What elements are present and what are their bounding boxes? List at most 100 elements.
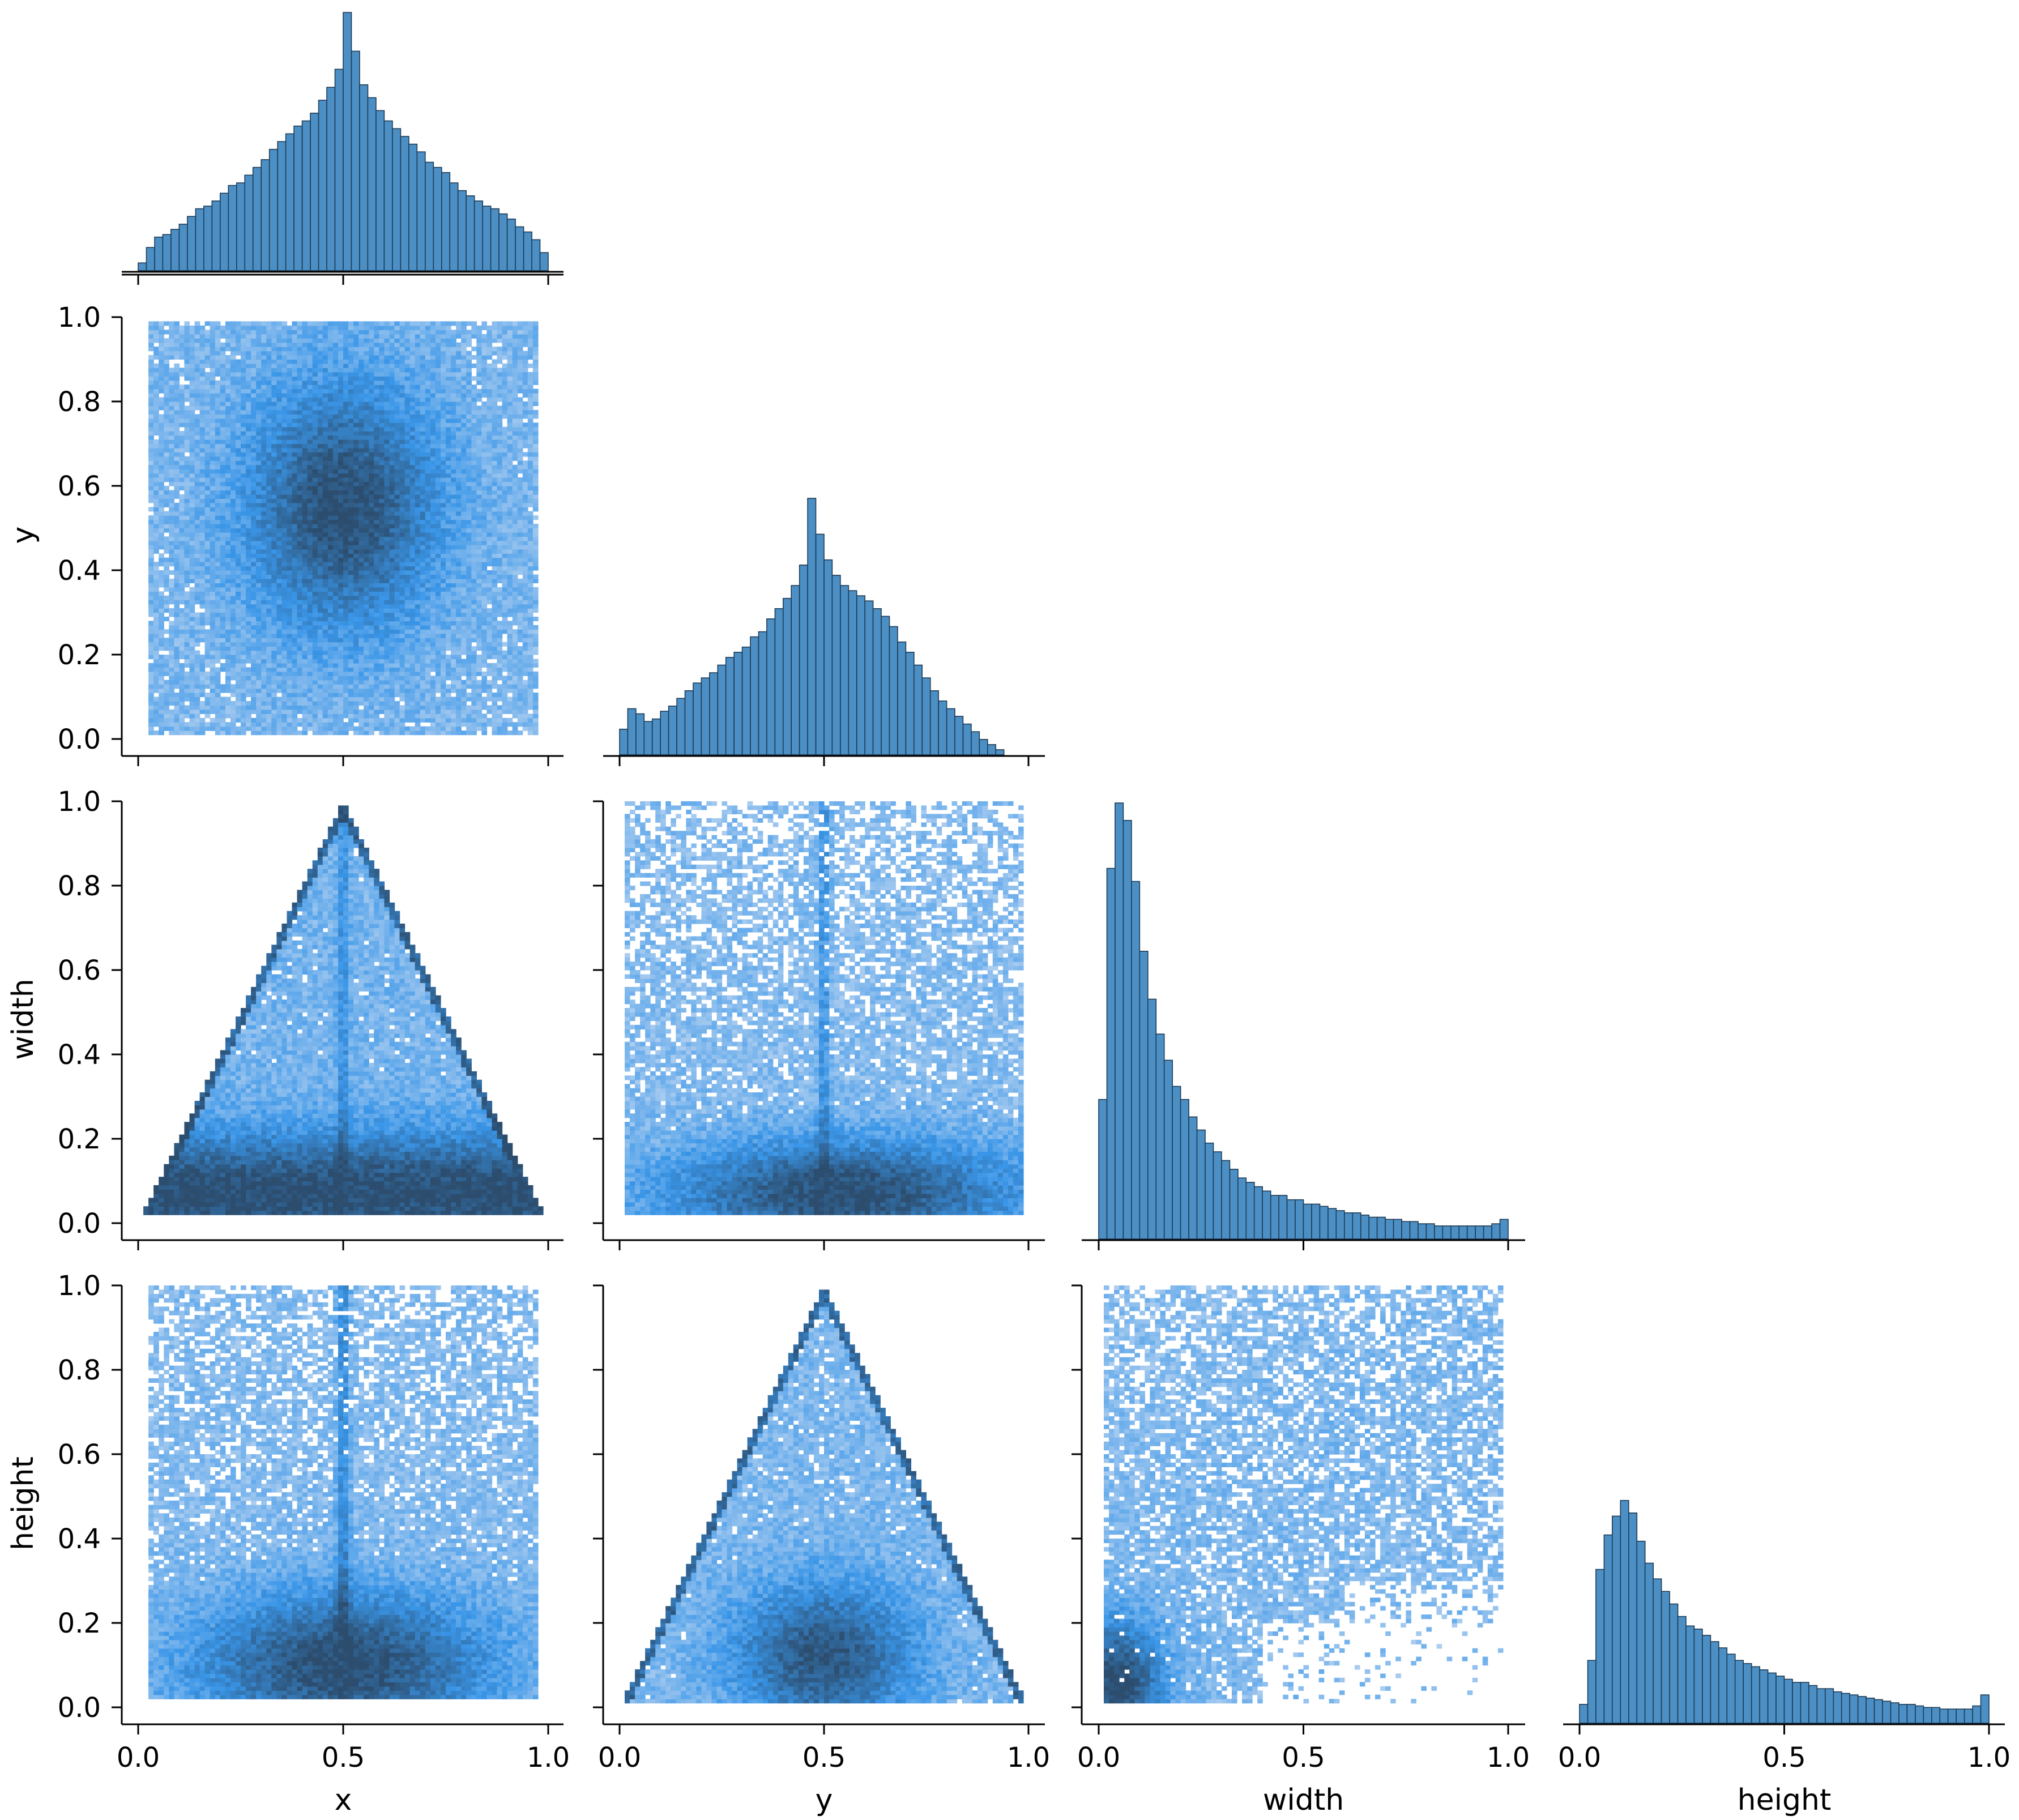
heat-cell [200,494,206,499]
heat-cell [184,659,190,664]
heat-cell [164,456,169,461]
heat-cell [164,672,169,676]
heat-cell [153,528,159,533]
heat-cell [148,676,154,680]
heat-cell [195,398,200,402]
heat-cell [179,486,185,490]
heat-cell [195,701,200,706]
heat-cell [174,401,180,406]
heat-cell [190,326,195,330]
heat-cell [159,600,164,604]
heat-cell [164,727,169,731]
heat-cell [200,515,206,520]
heat-cell [190,600,195,604]
heat-cell [159,381,164,385]
heat-cell [179,398,185,402]
heat-cell [153,338,159,343]
heat-cell [169,596,174,600]
heat-cell [174,684,180,689]
heat-cell [174,651,180,655]
heat-cell [179,655,185,659]
heat-cell [179,722,185,727]
heat-cell [159,351,164,356]
heat-cell [184,515,190,520]
heat-cell [148,482,154,486]
heat-cell [190,398,195,402]
heat-cell [153,503,159,507]
heat-cell [200,486,206,490]
heat-cell [184,410,190,415]
heat-cell [159,360,164,364]
heat-cell [184,558,190,562]
heat-cell [174,381,180,385]
heat-cell [169,722,174,727]
heat-cell [148,634,154,638]
heat-cell [200,663,206,668]
heat-cell [148,494,154,499]
heat-cell [164,477,169,482]
heat-cell [195,524,200,528]
heat-cell [153,613,159,617]
heat-cell [200,536,206,541]
heat-cell [179,575,185,579]
heat-cell [174,456,180,461]
heat-cell [184,330,190,334]
heat-cell [169,651,174,655]
heat-cell [184,384,190,389]
heat-cell [200,490,206,495]
heat-cell [195,334,200,339]
heat-cell [184,727,190,731]
heat-cell [148,697,154,702]
heat-cell [195,600,200,604]
heat-cell [179,384,185,389]
heat-cell [174,439,180,444]
heat-cell [184,398,190,402]
heat-cell [148,663,154,668]
heat-cell [148,452,154,456]
heat-cell [184,608,190,613]
heat-cell [174,541,180,545]
heat-cell [190,651,195,655]
heat-cell [148,384,154,389]
heat-cell [169,465,174,469]
heat-cell [179,701,185,706]
heat-cell [184,591,190,596]
heat-cell [200,549,206,554]
heat-cell [153,511,159,516]
heat-cell [148,330,154,334]
heat-cell [164,629,169,634]
heat-cell [174,372,180,377]
heat-cell [184,435,190,440]
heat-cell [159,634,164,638]
heat-cell [195,663,200,668]
heat-cell [184,684,190,689]
heat-cell [159,503,164,507]
heat-cell [174,524,180,528]
heat-cell [195,498,200,503]
heat-cell [169,562,174,566]
heat-cell [164,460,169,465]
heat-cell [195,553,200,558]
heat-cell [190,579,195,583]
heat-cell [195,364,200,368]
heat-cell [174,427,180,431]
heatmap-layer [143,321,1503,1703]
heat-cell [184,638,190,642]
heat-cell [179,600,185,604]
heat-cell [179,625,185,630]
heat-cell [174,672,180,676]
heat-cell [169,625,174,630]
heat-cell [164,427,169,431]
heat-cell [169,347,174,351]
heat-cell [174,384,180,389]
heat-cell [159,693,164,697]
heat-cell [184,376,190,381]
heat-cell [200,532,206,537]
heat-cell [169,600,174,604]
heat-cell [164,452,169,456]
heat-cell [190,672,195,676]
heat-cell [195,536,200,541]
heat-cell [159,528,164,533]
heat-cell [164,689,169,693]
heat-cell [174,604,180,609]
